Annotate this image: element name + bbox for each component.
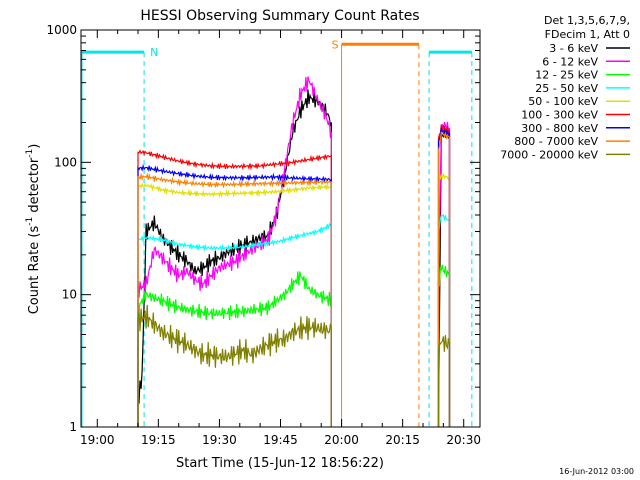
legend-label-5: 100 - 300 keV (521, 109, 598, 122)
x-axis-label: Start Time (15-Jun-12 18:56:22) (176, 456, 384, 471)
y-axis-label-main: Count Rate (s (27, 226, 42, 315)
series-line-4-seg-0 (137, 182, 332, 427)
series-line-6-seg-0 (137, 164, 332, 427)
series-line-6-seg-1 (437, 127, 451, 427)
y-axis-label: Count Rate (s-1 detector-1) (25, 144, 42, 315)
series-line-7-seg-1 (437, 131, 451, 427)
flag-label-2: S (332, 38, 339, 51)
y-axis-label-mid: detector (27, 157, 42, 217)
legend-label-3: 25 - 50 keV (535, 82, 598, 95)
x-tick-label-1: 19:15 (141, 433, 176, 447)
series-line-4-seg-1 (437, 173, 451, 427)
series-line-8-seg-0 (137, 304, 332, 427)
series-line-8-seg-1 (437, 335, 451, 427)
series-line-3-seg-0 (137, 222, 332, 427)
series-line-5-seg-0 (137, 149, 332, 427)
series-line-3-seg-1 (437, 213, 451, 427)
legend-header-line-2: FDecim 1, Att 0 (545, 28, 630, 41)
flag-label-0: N (150, 46, 158, 59)
legend-label-4: 50 - 100 keV (528, 95, 598, 108)
x-tick-label-6: 20:30 (446, 433, 481, 447)
series-layer (137, 76, 451, 427)
legend-label-7: 800 - 7000 keV (514, 135, 598, 148)
series-line-2-seg-1 (437, 264, 451, 427)
legend-header-line-1: Det 1,3,5,6,7,9, (544, 14, 630, 27)
x-tick-label-3: 19:45 (263, 433, 298, 447)
x-tick-label-0: 19:00 (80, 433, 115, 447)
x-axis: 19:00 19:15 19:30 19:45 20:00 20:15 20:30 (80, 30, 481, 447)
y-tick-label-2: 100 (54, 155, 77, 169)
series-line-2-seg-0 (137, 271, 332, 427)
footer-date: 16-Jun-2012 03:00 (559, 467, 634, 476)
series-line-7-seg-0 (137, 172, 332, 427)
legend: Det 1,3,5,6,7,9, FDecim 1, Att 0 3 - 6 k… (500, 14, 630, 161)
x-tick-label-2: 19:30 (202, 433, 237, 447)
legend-label-1: 6 - 12 keV (542, 55, 598, 68)
y-axis: 1 10 100 1000 (46, 23, 480, 434)
y-axis-label-sup1: -1 (25, 217, 35, 226)
y-tick-label-1: 10 (62, 288, 77, 302)
legend-label-8: 7000 - 20000 keV (500, 148, 598, 161)
y-axis-label-sup2: -1 (25, 149, 35, 158)
y-tick-label-0: 1 (69, 420, 77, 434)
series-line-1-seg-0 (137, 76, 332, 427)
y-axis-label-end: ) (27, 144, 42, 149)
x-tick-label-4: 20:00 (324, 433, 359, 447)
flags-layer (81, 42, 473, 427)
legend-label-2: 12 - 25 keV (535, 69, 598, 82)
legend-label-0: 3 - 6 keV (549, 42, 598, 55)
y-tick-label-3: 1000 (46, 23, 77, 37)
x-tick-label-5: 20:15 (385, 433, 420, 447)
legend-label-6: 300 - 800 keV (521, 122, 598, 135)
chart-title: HESSI Observing Summary Count Rates (140, 8, 419, 24)
